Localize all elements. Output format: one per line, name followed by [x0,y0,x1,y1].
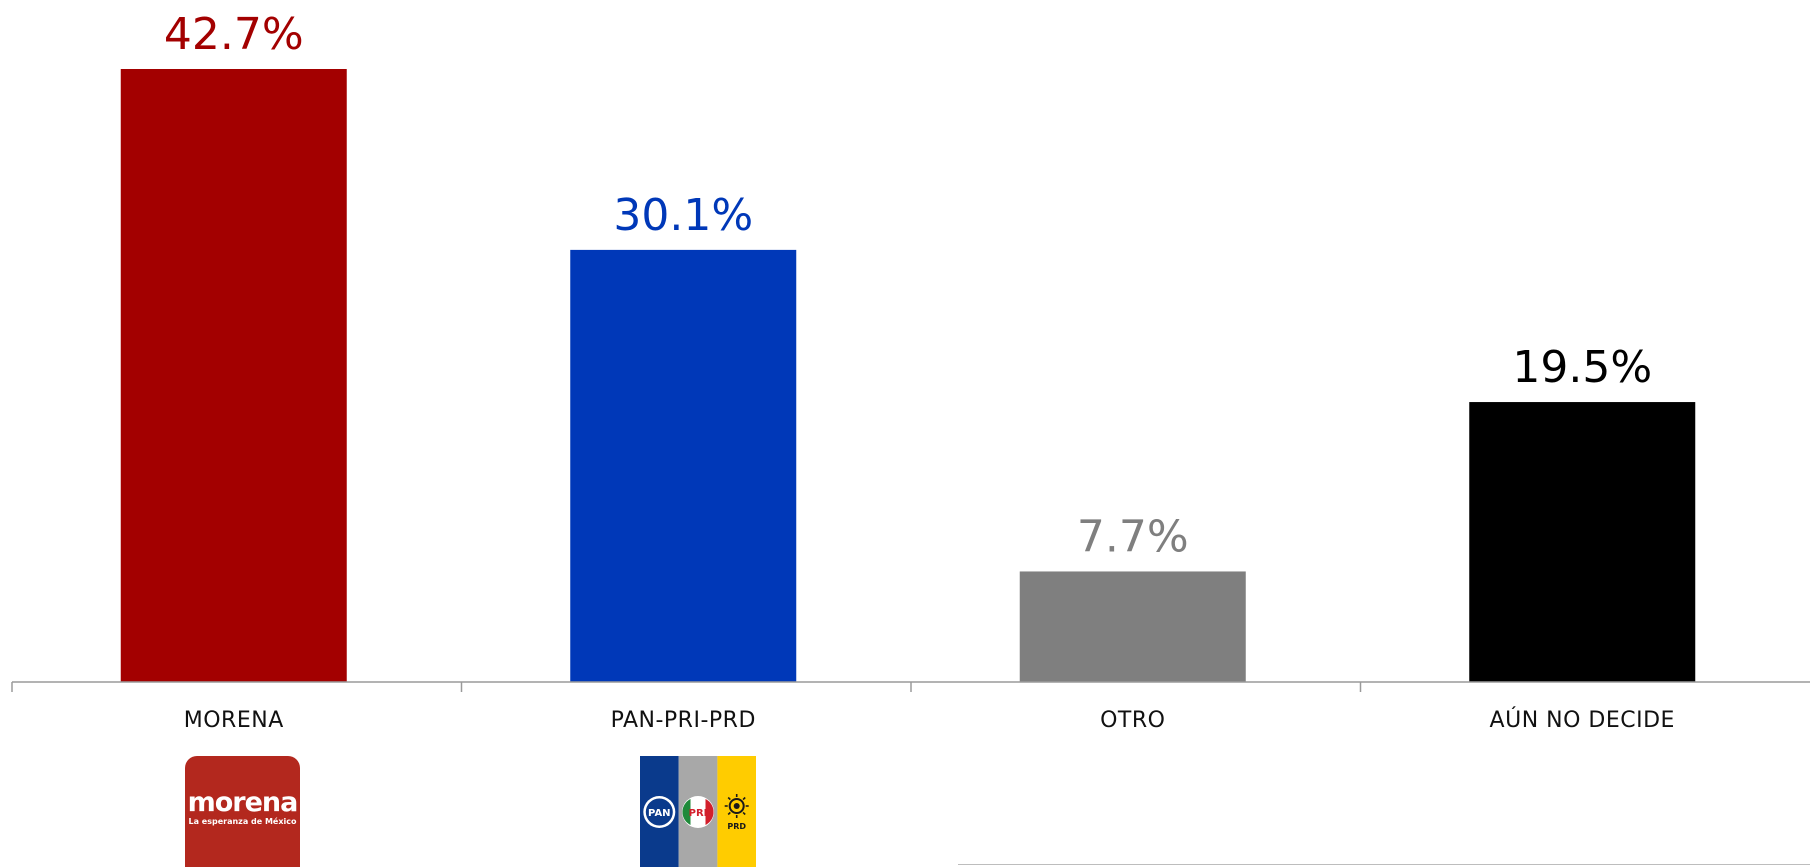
value-label: 7.7% [1077,511,1189,562]
value-label: 30.1% [613,190,753,241]
category-label: OTRO [1100,708,1165,733]
bar-pan-pri-prd [570,249,797,682]
pan-emblem-text: PAN [648,808,671,819]
morena-logo-word: morena [187,787,299,818]
prd-sun-icon: PRD [724,794,749,831]
morena-logo-tagline: La esperanza de México [188,817,297,826]
category-label: AÚN NO DECIDE [1490,707,1675,733]
bottom-divider [958,864,1810,865]
pri-emblem-text: PRI [689,808,708,819]
value-label: 19.5% [1512,342,1652,393]
category-label: MORENA [184,708,284,733]
bar-otro [1019,571,1246,682]
morena-logo: morena La esperanza de México [185,756,300,867]
bars-group [120,69,1696,682]
value-labels-group: 42.7% 30.1% 7.7% 19.5% [164,9,1652,562]
pan-emblem-icon: PAN [643,796,676,828]
bar-morena [120,69,347,682]
pri-emblem-icon: PRI [682,796,714,828]
value-label: 42.7% [164,9,304,60]
x-axis [11,681,1810,692]
coalition-logo: PAN PRI PRD [640,756,756,867]
prd-emblem-text: PRD [727,822,746,831]
prd-stripe [717,756,756,867]
bar-a-n-no-decide [1469,402,1696,682]
category-label: PAN-PRI-PRD [611,708,756,733]
category-labels-group: MORENA PAN-PRI-PRD OTRO AÚN NO DECIDE [184,707,1675,733]
